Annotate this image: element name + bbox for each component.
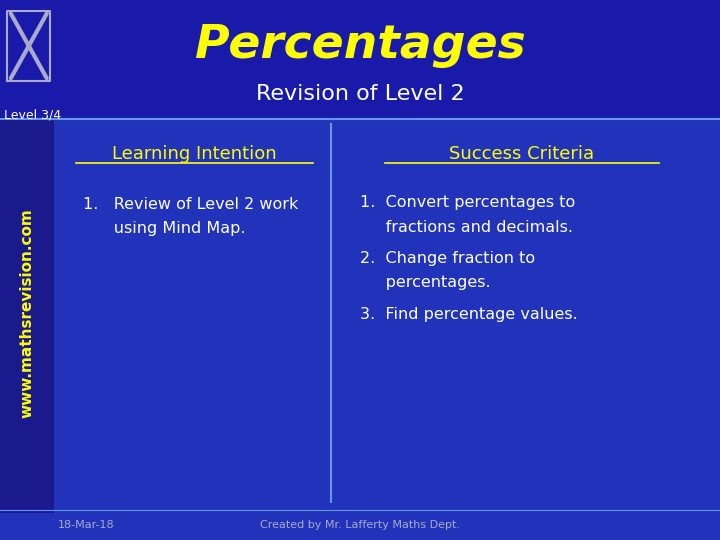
Text: www.mathsrevision.com: www.mathsrevision.com — [19, 208, 34, 418]
Text: Learning Intention: Learning Intention — [112, 145, 276, 163]
Bar — [0, 0, 720, 119]
Text: 18-Mar-18: 18-Mar-18 — [58, 520, 114, 530]
Bar — [0, 119, 720, 540]
Text: 1.   Review of Level 2 work: 1. Review of Level 2 work — [83, 197, 298, 212]
Text: Revision of Level 2: Revision of Level 2 — [256, 84, 464, 105]
Text: percentages.: percentages. — [360, 275, 490, 291]
Text: Percentages: Percentages — [194, 23, 526, 69]
Text: 2.  Change fraction to: 2. Change fraction to — [360, 251, 535, 266]
Text: Created by Mr. Lafferty Maths Dept.: Created by Mr. Lafferty Maths Dept. — [260, 520, 460, 530]
Text: 3.  Find percentage values.: 3. Find percentage values. — [360, 307, 577, 322]
Text: 1.  Convert percentages to: 1. Convert percentages to — [360, 195, 575, 211]
Text: Success Criteria: Success Criteria — [449, 145, 595, 163]
Bar — [0, 119, 54, 513]
Text: fractions and decimals.: fractions and decimals. — [360, 220, 573, 235]
Text: Level 3/4: Level 3/4 — [4, 108, 60, 121]
Text: using Mind Map.: using Mind Map. — [83, 221, 246, 237]
